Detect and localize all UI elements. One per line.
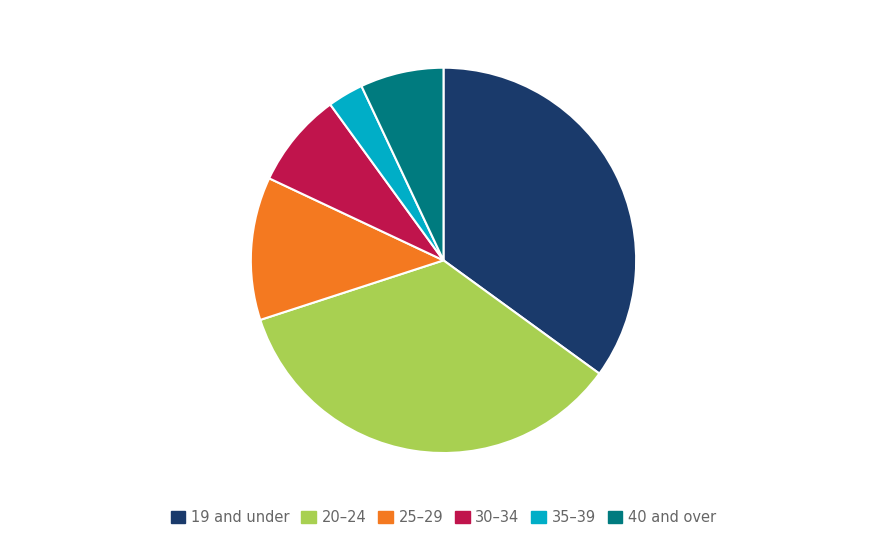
Wedge shape	[330, 86, 443, 261]
Wedge shape	[268, 104, 443, 261]
Wedge shape	[260, 261, 599, 453]
Wedge shape	[361, 67, 443, 261]
Wedge shape	[443, 67, 635, 374]
Wedge shape	[251, 178, 443, 320]
Legend: 19 and under, 20–24, 25–29, 30–34, 35–39, 40 and over: 19 and under, 20–24, 25–29, 30–34, 35–39…	[165, 505, 721, 531]
